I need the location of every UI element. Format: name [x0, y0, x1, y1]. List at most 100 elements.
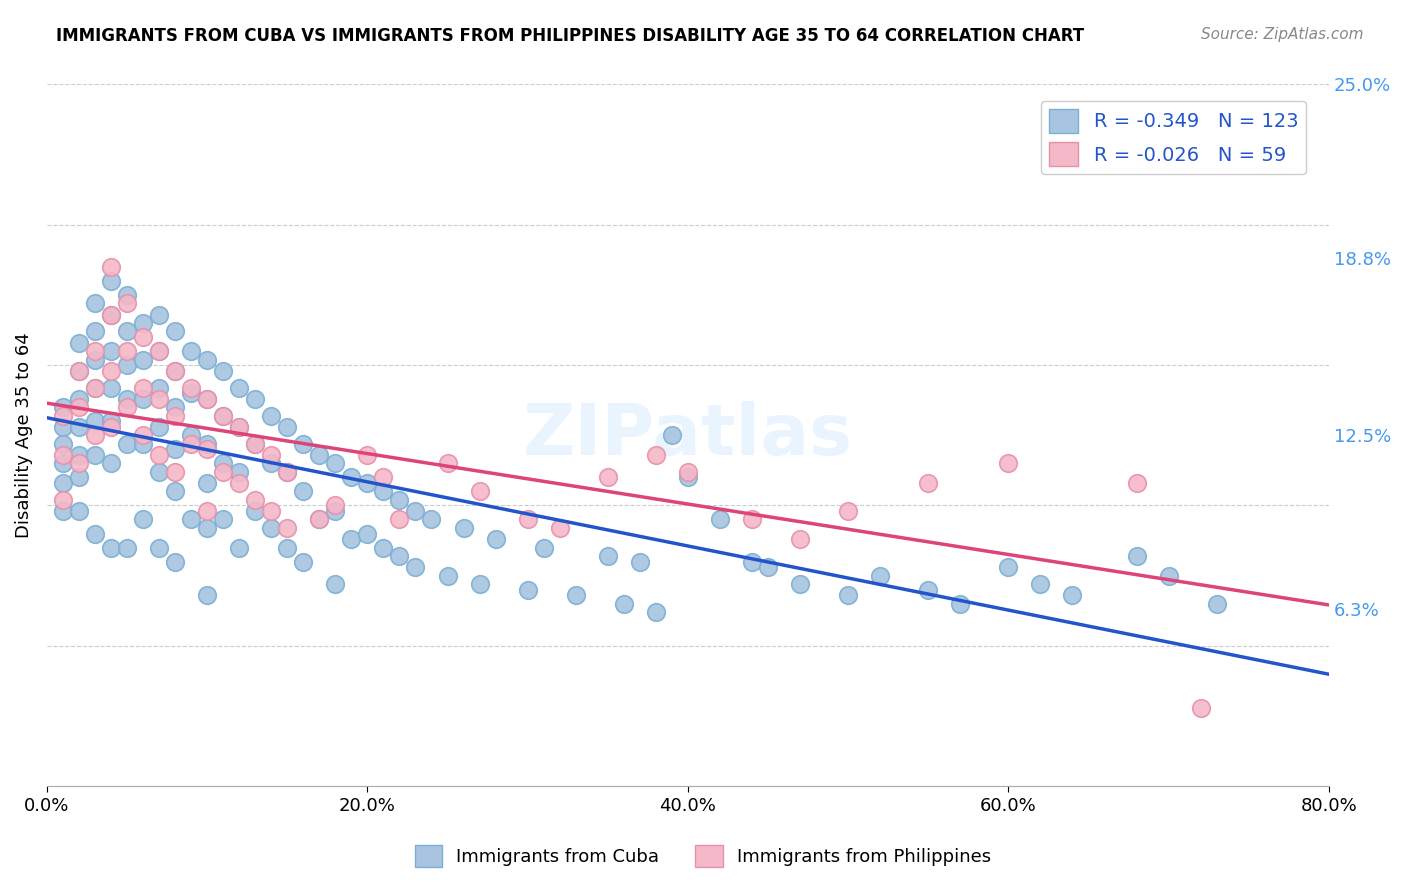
- Point: [52, 448, 75, 462]
- Point: [228, 420, 250, 434]
- Point: [453, 521, 475, 535]
- Point: [115, 541, 138, 555]
- Point: [212, 364, 235, 378]
- Point: [100, 260, 122, 274]
- Point: [212, 456, 235, 470]
- Point: [84, 526, 107, 541]
- Point: [180, 381, 202, 395]
- Point: [292, 436, 315, 450]
- Point: [67, 470, 90, 484]
- Point: [67, 401, 90, 415]
- Point: [132, 436, 155, 450]
- Point: [67, 392, 90, 406]
- Point: [997, 456, 1019, 470]
- Point: [212, 409, 235, 423]
- Point: [212, 409, 235, 423]
- Point: [789, 577, 811, 591]
- Point: [115, 325, 138, 339]
- Point: [148, 420, 170, 434]
- Point: [84, 325, 107, 339]
- Point: [245, 436, 267, 450]
- Point: [180, 512, 202, 526]
- Point: [195, 475, 218, 490]
- Point: [516, 512, 538, 526]
- Point: [468, 484, 491, 499]
- Y-axis label: Disability Age 35 to 64: Disability Age 35 to 64: [15, 333, 32, 538]
- Point: [148, 308, 170, 322]
- Point: [100, 420, 122, 434]
- Point: [1029, 577, 1052, 591]
- Point: [373, 470, 395, 484]
- Point: [276, 465, 298, 479]
- Point: [628, 555, 651, 569]
- Point: [84, 344, 107, 359]
- Point: [132, 512, 155, 526]
- Point: [84, 352, 107, 367]
- Point: [67, 504, 90, 518]
- Point: [165, 555, 187, 569]
- Point: [195, 504, 218, 518]
- Point: [228, 541, 250, 555]
- Point: [84, 448, 107, 462]
- Point: [789, 532, 811, 546]
- Point: [276, 541, 298, 555]
- Point: [388, 492, 411, 507]
- Point: [115, 344, 138, 359]
- Point: [100, 344, 122, 359]
- Point: [100, 364, 122, 378]
- Point: [613, 597, 636, 611]
- Point: [165, 364, 187, 378]
- Point: [84, 428, 107, 442]
- Point: [212, 512, 235, 526]
- Point: [115, 392, 138, 406]
- Point: [132, 352, 155, 367]
- Point: [292, 555, 315, 569]
- Point: [52, 456, 75, 470]
- Point: [100, 308, 122, 322]
- Point: [195, 588, 218, 602]
- Point: [1189, 700, 1212, 714]
- Point: [165, 409, 187, 423]
- Point: [356, 448, 378, 462]
- Point: [100, 274, 122, 288]
- Point: [245, 504, 267, 518]
- Point: [67, 364, 90, 378]
- Point: [100, 308, 122, 322]
- Point: [837, 588, 859, 602]
- Point: [165, 484, 187, 499]
- Point: [100, 414, 122, 428]
- Point: [52, 401, 75, 415]
- Point: [404, 504, 426, 518]
- Point: [548, 521, 571, 535]
- Point: [67, 420, 90, 434]
- Point: [404, 560, 426, 574]
- Point: [52, 409, 75, 423]
- Point: [260, 409, 283, 423]
- Point: [148, 344, 170, 359]
- Point: [115, 288, 138, 302]
- Point: [1125, 475, 1147, 490]
- Point: [180, 428, 202, 442]
- Point: [917, 582, 939, 597]
- Point: [292, 484, 315, 499]
- Point: [325, 456, 347, 470]
- Point: [115, 436, 138, 450]
- Point: [436, 456, 458, 470]
- Point: [756, 560, 779, 574]
- Point: [661, 428, 683, 442]
- Point: [195, 436, 218, 450]
- Point: [356, 526, 378, 541]
- Point: [276, 420, 298, 434]
- Point: [276, 465, 298, 479]
- Point: [420, 512, 443, 526]
- Point: [67, 335, 90, 350]
- Point: [596, 470, 619, 484]
- Text: IMMIGRANTS FROM CUBA VS IMMIGRANTS FROM PHILIPPINES DISABILITY AGE 35 TO 64 CORR: IMMIGRANTS FROM CUBA VS IMMIGRANTS FROM …: [56, 27, 1084, 45]
- Point: [741, 512, 763, 526]
- Point: [917, 475, 939, 490]
- Point: [52, 420, 75, 434]
- Point: [869, 568, 891, 582]
- Point: [516, 582, 538, 597]
- Point: [180, 436, 202, 450]
- Point: [132, 316, 155, 330]
